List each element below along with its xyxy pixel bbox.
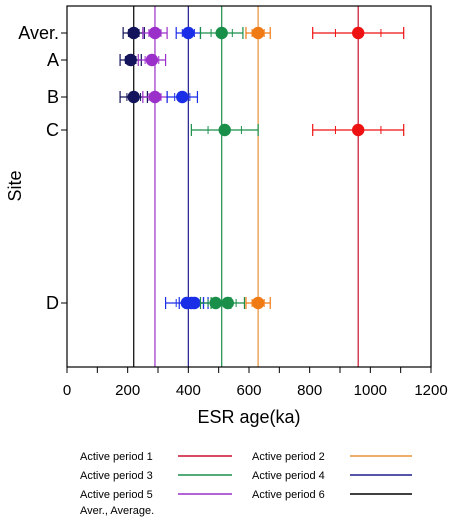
x-axis: 0 200 400 600 800 1000 1200 xyxy=(63,367,448,399)
data-point xyxy=(137,53,167,67)
data-marker xyxy=(218,123,231,137)
data-point xyxy=(142,26,168,40)
data-point xyxy=(245,26,271,40)
x-tick-label: 0 xyxy=(63,382,71,399)
data-marker xyxy=(124,53,137,67)
data-point xyxy=(245,296,271,310)
legend-label: Active period 1 xyxy=(80,451,153,463)
legend-label: Active period 3 xyxy=(80,470,153,482)
data-marker xyxy=(188,296,201,310)
data-point xyxy=(122,26,145,40)
site-label: D xyxy=(46,293,59,313)
data-point xyxy=(210,296,246,310)
data-point xyxy=(199,26,244,40)
data-marker xyxy=(221,296,234,310)
x-tick-label: 1000 xyxy=(354,382,387,399)
site-label: B xyxy=(47,87,59,107)
x-tick-label: 600 xyxy=(236,382,261,399)
legend: Active period 1 Active period 2 Active per… xyxy=(80,451,412,517)
active-period-lines xyxy=(133,6,359,367)
data-point xyxy=(119,90,148,104)
x-tick-label: 800 xyxy=(297,382,322,399)
data-point xyxy=(166,90,199,104)
x-tick-label: 400 xyxy=(176,382,201,399)
x-axis-title: ESR age(ka) xyxy=(197,407,300,427)
data-marker xyxy=(215,26,228,40)
data-point xyxy=(184,296,205,310)
data-marker xyxy=(182,26,195,40)
data-marker xyxy=(352,26,365,40)
x-tick-label: 200 xyxy=(115,382,140,399)
data-marker xyxy=(148,26,162,40)
data-marker xyxy=(127,26,140,40)
y-axis-title: Site xyxy=(5,170,25,201)
legend-label: Active period 2 xyxy=(252,451,325,463)
site-label: C xyxy=(46,120,59,140)
data-marker xyxy=(127,90,140,104)
data-point xyxy=(175,26,202,40)
data-marker xyxy=(176,90,189,104)
legend-note: Aver., Average. xyxy=(80,505,154,517)
site-label: A xyxy=(47,50,59,70)
legend-label: Active period 6 xyxy=(252,489,325,501)
data-marker xyxy=(352,123,365,137)
data-marker xyxy=(251,26,265,40)
x-tick-label: 1200 xyxy=(414,382,447,399)
data-point xyxy=(190,123,259,137)
data-point xyxy=(312,26,405,40)
legend-label: Active period 4 xyxy=(252,470,325,482)
y-axis-site-labels: Aver. ABC D xyxy=(18,23,67,313)
data-point xyxy=(312,123,405,137)
data-point xyxy=(142,90,168,104)
site-label: Aver. xyxy=(18,23,59,43)
data-points xyxy=(119,26,405,310)
data-marker xyxy=(251,296,265,310)
legend-label: Active period 5 xyxy=(80,489,153,501)
data-marker xyxy=(145,53,159,67)
data-marker xyxy=(148,90,162,104)
